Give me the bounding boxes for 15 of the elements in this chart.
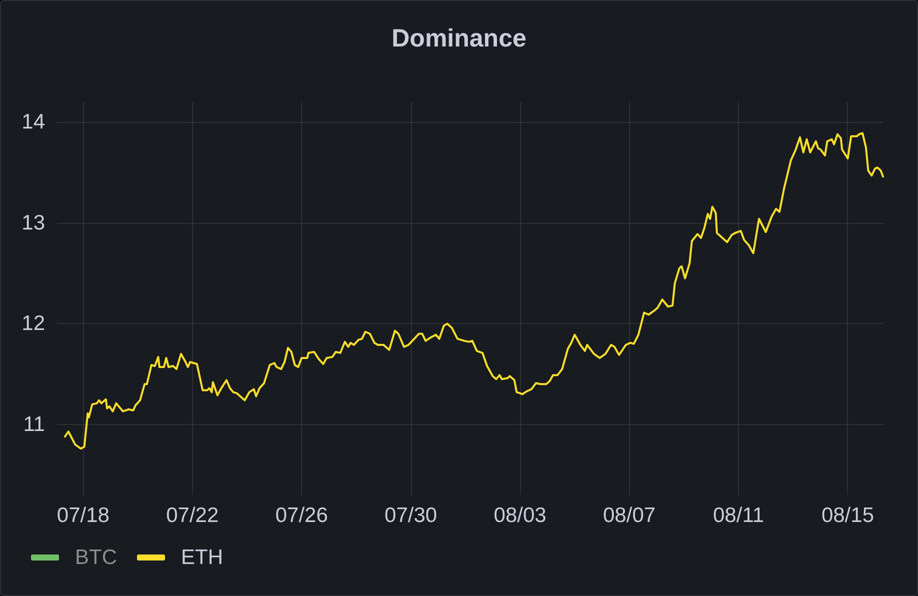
legend-label: BTC (75, 546, 117, 569)
y-tick-label: 12 (22, 312, 45, 336)
y-tick-label: 14 (22, 110, 46, 134)
x-tick-label: 08/11 (713, 504, 764, 527)
x-tick-label: 07/26 (275, 504, 328, 527)
x-tick-label: 08/15 (821, 504, 874, 527)
legend-label: ETH (181, 546, 223, 569)
chart-title: Dominance (392, 24, 526, 52)
x-tick-label: 07/22 (166, 504, 219, 527)
y-tick-label: 13 (22, 211, 45, 234)
y-tick-label: 11 (23, 412, 45, 436)
x-tick-label: 08/03 (494, 504, 546, 527)
x-tick-label: 07/18 (56, 504, 110, 527)
x-tick-label: 08/07 (603, 504, 656, 527)
x-tick-label: 07/30 (384, 504, 438, 527)
